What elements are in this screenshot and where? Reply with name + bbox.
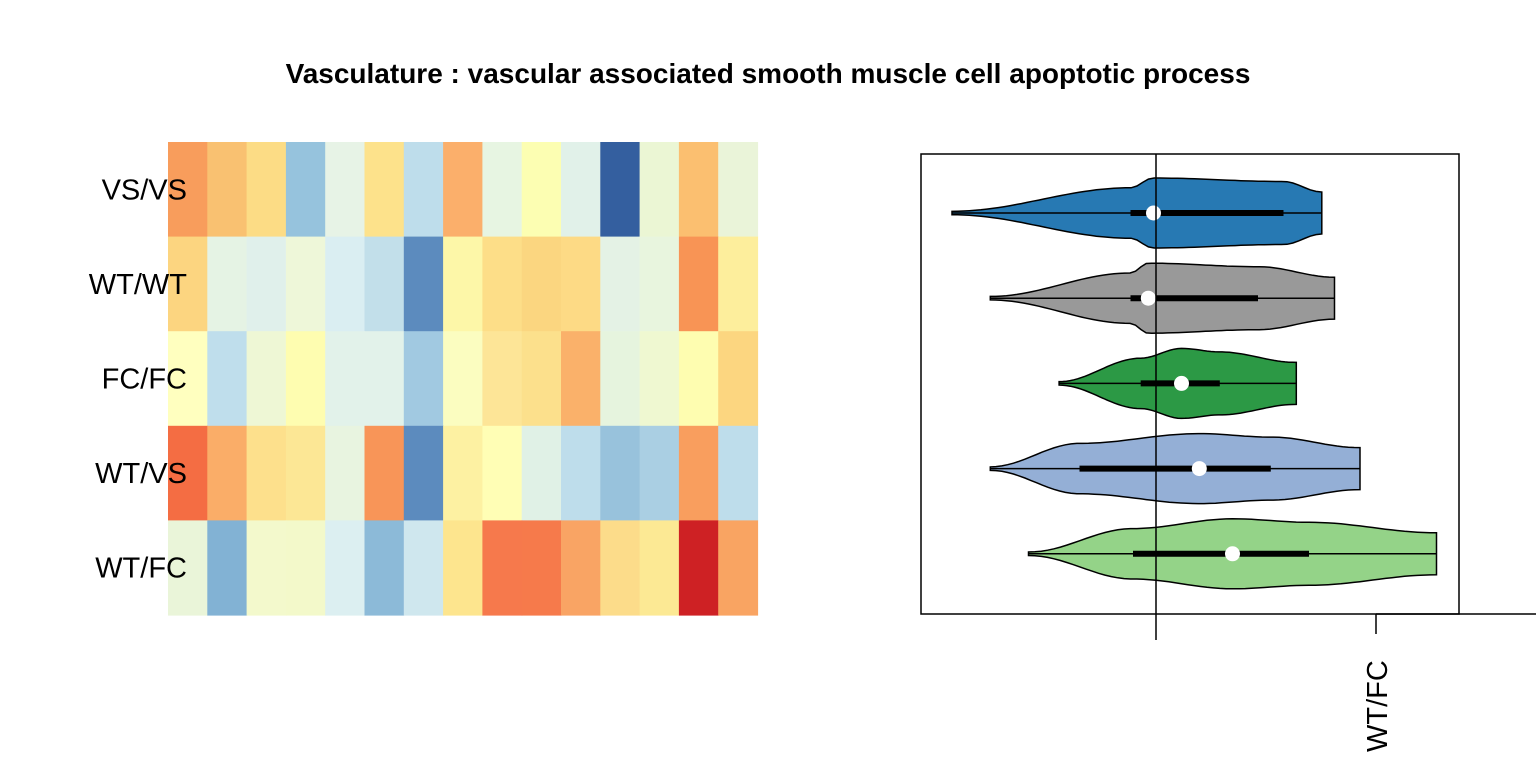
heatmap-cell (482, 142, 523, 238)
heatmap-cell (246, 520, 287, 616)
heatmap-cell (325, 425, 366, 521)
heatmap-cell (207, 331, 248, 427)
heatmap-cell (718, 236, 759, 332)
heatmap-cell (521, 331, 562, 427)
heatmap-cell (403, 236, 444, 332)
heatmap-cell (285, 142, 326, 238)
heatmap-cell (403, 520, 444, 616)
heatmap-cell (168, 331, 208, 427)
violin-median-point (1146, 205, 1161, 221)
heatmap-cell (285, 331, 326, 427)
heatmap-cell (600, 425, 641, 521)
heatmap-cell (561, 142, 601, 238)
heatmap-cell (600, 142, 641, 238)
heatmap-cell (482, 331, 523, 427)
heatmap-cell (168, 520, 208, 616)
heatmap-panel: VS/VS WT/WT FC/FC WT/VS WT/FC (89, 142, 759, 616)
violin-median-point (1191, 461, 1207, 477)
heatmap-row-label: WT/FC (95, 553, 187, 585)
heatmap-cell (207, 236, 248, 332)
heatmap-cell (364, 425, 405, 521)
heatmap-cell (639, 331, 680, 427)
heatmap-cell (678, 331, 719, 427)
heatmap-cell (325, 142, 366, 238)
heatmap-row-label: WT/VS (95, 458, 187, 490)
heatmap-cell (207, 520, 248, 616)
heatmap-cell (678, 142, 719, 238)
heatmap-cell (443, 331, 483, 427)
heatmap-cell (285, 236, 326, 332)
heatmap-cell (482, 425, 523, 521)
heatmap-cell (443, 520, 483, 616)
violin-median-point (1225, 546, 1240, 562)
heatmap-cell (718, 520, 759, 616)
heatmap-cell (521, 236, 562, 332)
heatmap-cell (168, 142, 208, 238)
heatmap-cell (482, 236, 523, 332)
heatmap-cell (364, 236, 405, 332)
heatmap-cell (364, 331, 405, 427)
heatmap-row-label: VS/VS (102, 174, 187, 206)
heatmap-cell (639, 520, 680, 616)
heatmap-cell (639, 236, 680, 332)
heatmap-cell (600, 520, 641, 616)
heatmap-cell (325, 331, 366, 427)
heatmap-row-label: FC/FC (102, 364, 187, 396)
heatmap-cell (521, 520, 562, 616)
heatmap-cell (678, 520, 719, 616)
heatmap-cell (207, 142, 248, 238)
heatmap-cell (521, 142, 562, 238)
heatmap-cell (521, 425, 562, 521)
heatmap-cell (600, 331, 641, 427)
heatmap-cell (246, 425, 287, 521)
heatmap-cell (443, 425, 483, 521)
violin-median-point (1174, 375, 1189, 391)
heatmap-cell (246, 331, 287, 427)
violin-plot-frame (920, 153, 1460, 615)
heatmap-cell (600, 236, 641, 332)
heatmap-cell (168, 425, 208, 521)
heatmap-cell (718, 331, 759, 427)
heatmap-cell (718, 142, 759, 238)
violin-median-point (1140, 290, 1156, 306)
x-tick-label: WT/FC (1362, 660, 1394, 752)
heatmap-cell (678, 236, 719, 332)
heatmap-cell (561, 331, 601, 427)
heatmap-cell (561, 425, 601, 521)
heatmap-cell (678, 425, 719, 521)
heatmap-cell (561, 236, 601, 332)
heatmap-cell (246, 236, 287, 332)
heatmap-cell (639, 142, 680, 238)
heatmap-cell (364, 142, 405, 238)
heatmap-cell (285, 520, 326, 616)
heatmap-cell (403, 142, 444, 238)
heatmap-cell (207, 425, 248, 521)
heatmap-cell (561, 520, 601, 616)
heatmap-cell (482, 520, 523, 616)
heatmap-cell (403, 425, 444, 521)
heatmap-cell (443, 142, 483, 238)
violin-panel: WT/FC (920, 153, 1536, 752)
chart-title: Vasculature : vascular associated smooth… (285, 58, 1251, 89)
heatmap-cell (639, 425, 680, 521)
heatmap-cell (364, 520, 405, 616)
heatmap-cell (403, 331, 444, 427)
heatmap-cell (718, 425, 759, 521)
heatmap-row-label: WT/WT (89, 269, 188, 301)
heatmap-cell (168, 236, 208, 332)
heatmap-cell (285, 425, 326, 521)
heatmap-cell (443, 236, 483, 332)
heatmap-cell (246, 142, 287, 238)
heatmap-cell (325, 236, 366, 332)
heatmap-cell (325, 520, 366, 616)
